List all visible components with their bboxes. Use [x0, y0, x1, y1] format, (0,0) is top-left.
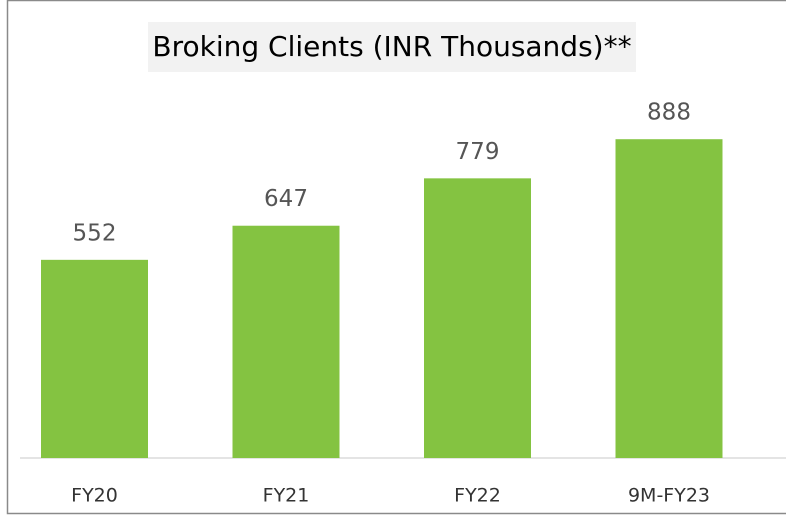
- bar: [41, 259, 148, 458]
- value-label: 647: [264, 186, 308, 212]
- bar: [424, 178, 531, 459]
- bar: [232, 225, 340, 458]
- x-tick-label: FY21: [263, 485, 310, 507]
- x-tick-label: FY22: [454, 485, 501, 507]
- x-tick-label: 9M-FY23: [628, 485, 710, 507]
- chart-title: Broking Clients (INR Thousands)**: [152, 30, 631, 63]
- chart-frame: [6, 0, 786, 515]
- x-tick-label: FY20: [71, 485, 118, 507]
- value-label: 888: [647, 100, 691, 126]
- value-label: 779: [456, 139, 500, 165]
- value-label: 552: [73, 220, 117, 246]
- title-box: [148, 22, 636, 72]
- bar: [615, 139, 723, 458]
